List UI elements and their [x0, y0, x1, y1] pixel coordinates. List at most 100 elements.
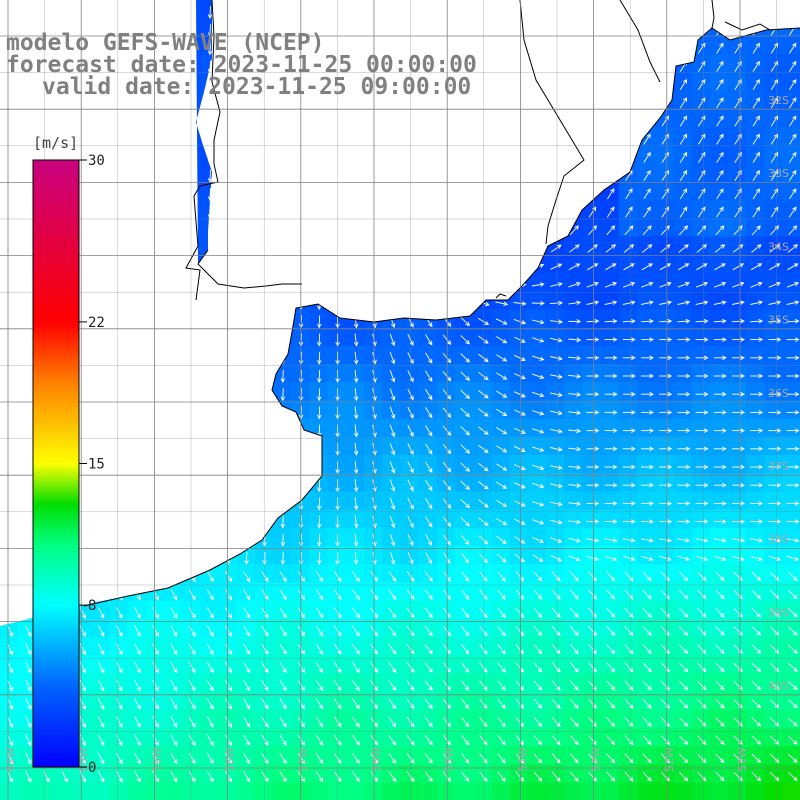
wind-cell — [473, 491, 492, 511]
wind-arrow — [425, 334, 433, 346]
wind-arrow — [279, 643, 287, 655]
wind-arrow — [152, 770, 159, 783]
wind-cell — [109, 637, 128, 656]
wind-cell — [746, 254, 765, 274]
longitude-label: 55W — [443, 747, 456, 772]
wind-arrow — [497, 753, 506, 764]
wind-arrow — [514, 336, 526, 343]
wind-arrow — [678, 771, 689, 782]
wind-cell — [618, 309, 638, 329]
wind-arrow — [605, 244, 617, 253]
wind-arrow — [497, 571, 506, 582]
longitude-label: 56W — [370, 747, 383, 772]
wind-arrow — [389, 333, 396, 347]
wind-cell — [746, 728, 765, 747]
wind-cell — [455, 728, 474, 747]
wind-arrow — [606, 644, 616, 655]
wind-cell — [746, 163, 765, 183]
wind-cell — [655, 455, 674, 474]
wind-cell — [309, 764, 329, 784]
latitude-label: 37S — [768, 460, 789, 473]
wind-cell — [436, 382, 456, 401]
wind-cell — [764, 473, 784, 492]
wind-cell — [491, 637, 511, 656]
wind-arrow — [533, 698, 543, 709]
wind-arrow — [531, 373, 545, 380]
wind-arrow — [732, 501, 745, 506]
wind-arrow — [604, 355, 618, 361]
wind-cell — [236, 600, 256, 620]
coastline-segment — [519, 0, 585, 245]
wind-cell — [655, 418, 674, 438]
wind-cell — [145, 764, 165, 784]
wind-cell — [655, 254, 674, 274]
wind-arrow — [715, 225, 725, 236]
wind-cell — [782, 273, 800, 292]
wind-cell — [327, 691, 347, 711]
wind-arrow — [606, 717, 616, 728]
wind-arrow — [496, 518, 508, 526]
wind-cell — [400, 418, 420, 438]
wind-arrow — [569, 244, 580, 253]
wind-arrow — [315, 607, 324, 619]
wind-arrow — [569, 680, 579, 691]
longitude-label: 61W — [4, 747, 17, 772]
wind-cell — [436, 327, 456, 347]
wind-cell — [400, 728, 420, 747]
wind-cell — [0, 673, 19, 693]
wind-cell — [764, 72, 784, 92]
wind-cell — [709, 36, 729, 56]
wind-arrow — [677, 337, 691, 342]
wind-arrow — [642, 680, 652, 691]
wind-arrow — [460, 517, 470, 527]
wind-cell — [764, 163, 784, 183]
wind-cell — [163, 746, 183, 765]
wind-arrow — [752, 151, 760, 163]
wind-arrow — [769, 699, 780, 709]
wind-cell — [400, 746, 420, 765]
wind-cell — [564, 418, 583, 438]
wind-cell — [728, 436, 747, 456]
wind-cell — [54, 764, 74, 784]
wind-cell — [582, 582, 602, 602]
wind-arrow — [188, 661, 196, 674]
wind-arrow — [568, 355, 582, 361]
wind-arrow — [353, 388, 359, 402]
wind-cell — [509, 436, 529, 456]
wind-arrow — [716, 188, 724, 200]
wind-arrow — [206, 770, 214, 783]
wind-arrow — [478, 444, 489, 454]
wind-cell — [546, 473, 565, 492]
wind-cell — [527, 418, 547, 438]
wind-cell — [509, 673, 529, 693]
wind-cell — [436, 345, 456, 365]
wind-arrow — [679, 97, 688, 109]
wind-arrow — [442, 607, 451, 619]
wind-arrow — [315, 680, 324, 692]
wind-arrow — [568, 483, 582, 488]
wind-cell — [455, 564, 474, 583]
wind-cell — [127, 691, 147, 711]
wind-arrow — [768, 428, 782, 433]
wind-arrow — [787, 626, 798, 636]
wind-cell — [418, 364, 438, 383]
wind-arrow — [606, 589, 616, 600]
wind-cell — [473, 564, 492, 583]
wind-arrow — [713, 373, 727, 379]
wind-arrow — [532, 536, 545, 544]
wind-cell — [455, 527, 474, 547]
wind-arrow — [315, 661, 324, 673]
wind-arrow — [116, 698, 123, 710]
wind-cell — [637, 309, 656, 329]
wind-arrow — [586, 373, 600, 379]
wind-cell — [418, 709, 438, 729]
wind-arrow — [716, 79, 724, 91]
wind-cell — [600, 764, 620, 784]
wind-cell — [764, 254, 784, 274]
wind-cell — [618, 582, 638, 602]
wind-cell — [691, 491, 711, 511]
wind-cell — [509, 327, 529, 347]
wind-cell — [473, 473, 492, 492]
wind-arrow — [679, 225, 689, 236]
